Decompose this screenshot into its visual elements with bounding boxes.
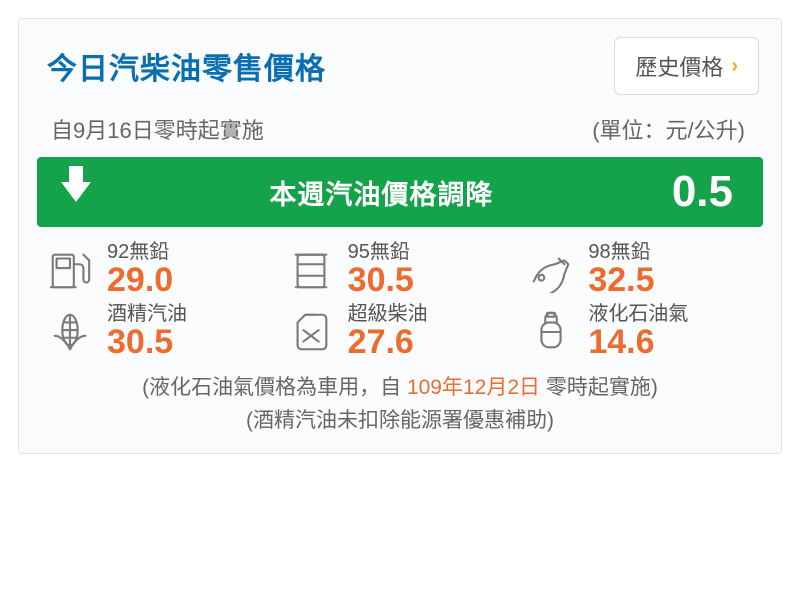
chevron-right-icon: › — [731, 55, 738, 78]
card-title: 今日汽柴油零售價格 — [47, 44, 326, 88]
price-label: 酒精汽油 — [107, 303, 187, 325]
price-item-diesel: 超級柴油 27.6 — [284, 303, 517, 361]
jerrycan-icon — [284, 305, 338, 359]
history-prices-button[interactable]: 歷史價格 › — [614, 37, 759, 95]
price-item-92: 92無鉛 29.0 — [43, 241, 276, 299]
footnote-lpg: (液化石油氣價格為車用，自 109年12月2日 零時起實施) — [43, 372, 757, 405]
barrel-icon — [284, 243, 338, 297]
price-label: 92無鉛 — [107, 241, 173, 263]
price-item-ethanol: 酒精汽油 30.5 — [43, 303, 276, 361]
price-item-98: 98無鉛 32.5 — [524, 241, 757, 299]
subheader-row: 自9月16日零時起實施 (單位：元/公升) — [19, 109, 781, 157]
gas-tank-icon — [524, 305, 578, 359]
price-value: 30.5 — [107, 325, 187, 361]
unit-label: (單位：元/公升) — [592, 113, 745, 145]
header-row: 今日汽柴油零售價格 歷史價格 › — [19, 19, 781, 109]
adjustment-amount: 0.5 — [672, 167, 733, 217]
footnote-ethanol: (酒精汽油未扣除能源署優惠補助) — [43, 405, 757, 438]
price-value: 27.6 — [348, 325, 428, 361]
corn-icon — [43, 305, 97, 359]
effective-from-text: 自9月16日零時起實施 — [51, 113, 264, 145]
adjustment-text: 本週汽油價格調降 — [109, 173, 654, 212]
price-value: 30.5 — [348, 263, 414, 299]
price-label: 98無鉛 — [588, 241, 654, 263]
price-value: 14.6 — [588, 325, 688, 361]
price-item-95: 95無鉛 30.5 — [284, 241, 517, 299]
footnote-date: 109年12月2日 — [407, 376, 540, 399]
adjustment-banner: 本週汽油價格調降 0.5 — [37, 157, 763, 227]
price-item-lpg: 液化石油氣 14.6 — [524, 303, 757, 361]
fuel-pump-icon — [43, 243, 97, 297]
prices-grid: 92無鉛 29.0 95無鉛 30.5 98無鉛 32.5 — [19, 227, 781, 366]
price-label: 95無鉛 — [348, 241, 414, 263]
price-label: 液化石油氣 — [588, 303, 688, 325]
nozzle-icon — [524, 243, 578, 297]
price-label: 超級柴油 — [348, 303, 428, 325]
fuel-price-card: 今日汽柴油零售價格 歷史價格 › 自9月16日零時起實施 (單位：元/公升) 本… — [18, 18, 782, 454]
price-value: 29.0 — [107, 263, 173, 299]
history-prices-label: 歷史價格 — [635, 50, 723, 82]
footnotes: (液化石油氣價格為車用，自 109年12月2日 零時起實施) (酒精汽油未扣除能… — [19, 366, 781, 437]
arrow-down-icon — [61, 182, 91, 202]
price-value: 32.5 — [588, 263, 654, 299]
